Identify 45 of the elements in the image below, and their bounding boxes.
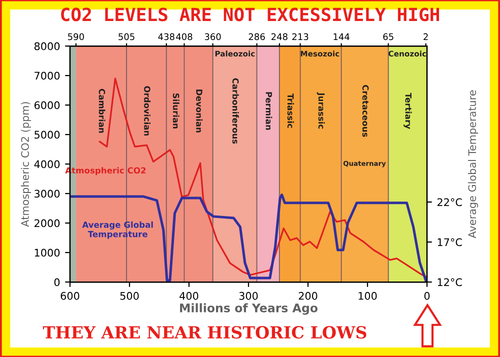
x-tick-label: 100: [358, 292, 377, 300]
x-tick-label: 200: [298, 292, 318, 300]
y-tick-label: 1000: [34, 248, 60, 257]
band-label: Cretaceous: [362, 85, 369, 137]
x-tick-label: 300: [239, 292, 258, 300]
y-tick-label: 0: [54, 278, 60, 286]
y-tick-label: 6000: [34, 101, 60, 110]
x2-tick-label: 65: [383, 33, 394, 40]
y-tick-label: 2000: [34, 219, 60, 228]
chart-title: CO2 LEVELS ARE NOT EXCESSIVELY HIGH: [61, 8, 440, 22]
band-label: Tertiary: [404, 92, 412, 129]
x2-tick-label: 505: [118, 33, 134, 40]
y-tick-label: 3000: [34, 190, 60, 198]
band-label: Cambrian: [98, 88, 106, 133]
y-tick-label: 4000: [34, 160, 60, 168]
x-tick-label: 600: [60, 292, 80, 300]
y2-tick-label: 22°C: [437, 198, 462, 206]
band-label: Jurassic: [316, 92, 325, 129]
y-axis-title: Atmospheric CO2 (ppm): [20, 102, 31, 227]
x2-tick-label: 408: [176, 33, 192, 40]
x2-tick-label: 2: [424, 33, 428, 40]
x-tick-label: 500: [120, 292, 139, 300]
y2-axis-title: Average Global Temperature: [468, 90, 478, 238]
x2-tick-label: 590: [68, 33, 84, 40]
band-label: Triassic: [287, 93, 294, 128]
text: THEY ARE NEAR HISTORIC LOWS: [42, 326, 366, 339]
x-axis-title: Millions of Years Ago: [180, 303, 318, 315]
x-tick-label: 0: [424, 292, 430, 300]
x-tick-label: 400: [180, 292, 198, 300]
y2-tick-label: 17°C: [438, 238, 462, 246]
x2-tick-label: 286: [248, 33, 265, 40]
band-label: Ordovician: [144, 86, 150, 136]
band-label: Devonian: [196, 90, 203, 132]
y2-tick-label: 12°C: [438, 278, 462, 286]
y-tick-label: 5000: [34, 130, 60, 139]
band-label: Carboniferous: [232, 78, 239, 144]
y-tick-label: 7000: [34, 72, 60, 80]
x2-tick-label: 144: [334, 33, 350, 40]
x2-tick-label: 213: [292, 33, 308, 40]
x2-tick-label: 248: [271, 33, 288, 40]
band-label: Permian: [266, 92, 272, 130]
x2-tick-label: 438: [158, 33, 174, 40]
y-tick-label: 8000: [34, 42, 60, 50]
x2-tick-label: 360: [204, 33, 221, 40]
band-label: Silurian: [172, 93, 180, 128]
